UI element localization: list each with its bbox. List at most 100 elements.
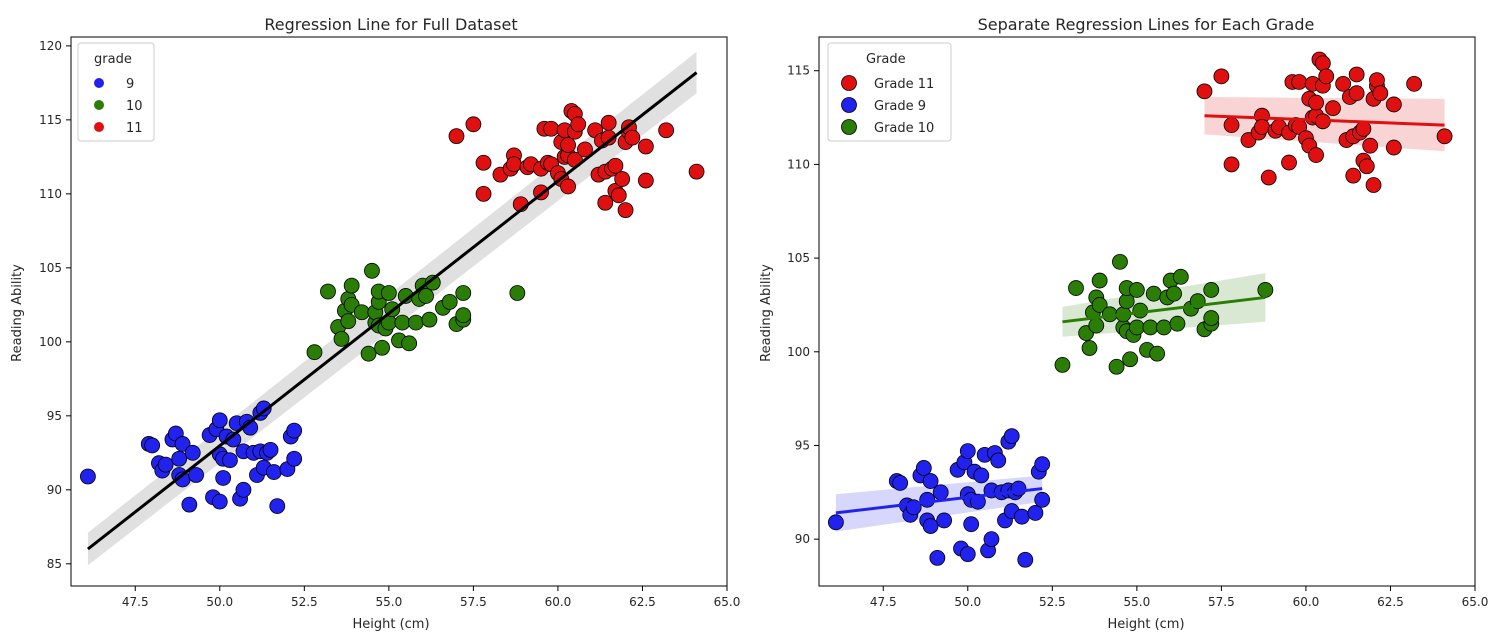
- x-tick-label: 47.5: [122, 595, 149, 609]
- point-grade-11: [1348, 85, 1365, 102]
- point-grade-9: [932, 484, 949, 501]
- point-grade-10: [1142, 319, 1159, 336]
- point-grade-10: [1068, 280, 1084, 296]
- x-tick-label: 55.0: [1123, 595, 1150, 609]
- point-grade-10: [1166, 285, 1182, 302]
- y-tick-label: 110: [39, 187, 62, 201]
- point-grade-11: [1385, 96, 1402, 113]
- point-grade-10: [1091, 272, 1108, 289]
- point-grade-9: [157, 456, 174, 473]
- point-grade-9: [892, 475, 909, 491]
- point-grade-10: [418, 288, 434, 304]
- point-grade-10: [1112, 253, 1128, 270]
- y-tick-label: 85: [47, 557, 62, 571]
- point-grade-9: [171, 450, 188, 467]
- x-tick-label: 65.0: [714, 595, 741, 609]
- point-grade-10: [364, 262, 380, 279]
- point-grade-10: [1169, 315, 1186, 332]
- series-grade-9: [828, 428, 1051, 568]
- point-grade-11: [610, 187, 627, 204]
- point-grade-11: [1260, 169, 1277, 186]
- point-grade-9: [983, 531, 1000, 548]
- legend-marker-grade-9: [841, 97, 857, 113]
- point-grade-11: [1335, 75, 1352, 92]
- point-grade-10: [408, 314, 424, 331]
- point-grade-10: [340, 313, 357, 330]
- y-tick-label: 110: [787, 157, 810, 171]
- point-grade-10: [374, 339, 390, 356]
- y-tick-label: 115: [787, 64, 810, 78]
- point-grade-11: [1348, 66, 1365, 83]
- x-tick-label: 47.5: [870, 595, 897, 609]
- point-grade-9: [211, 412, 228, 429]
- right-y-axis-label: Reading Ability: [759, 264, 774, 362]
- point-grade-9: [936, 512, 953, 529]
- legend-label-9: 9: [126, 77, 134, 92]
- legend-marker-11: [94, 122, 104, 132]
- x-tick-label: 62.5: [629, 595, 656, 609]
- x-tick-label: 57.5: [1208, 595, 1235, 609]
- series-grade-11: [1196, 51, 1453, 193]
- y-tick-label: 115: [39, 113, 62, 127]
- point-grade-10: [380, 285, 397, 301]
- point-grade-11: [506, 156, 522, 173]
- point-grade-9: [265, 464, 282, 480]
- point-grade-11: [688, 163, 705, 180]
- point-grade-11: [475, 154, 492, 171]
- point-grade-11: [1345, 167, 1362, 184]
- x-tick-label: 65.0: [1462, 595, 1489, 609]
- point-grade-9: [222, 452, 238, 469]
- point-grade-10: [1156, 319, 1172, 336]
- point-grade-9: [1010, 480, 1027, 497]
- right-legend: Grade Grade 11 Grade 9 Grade 10: [827, 42, 952, 142]
- point-grade-10: [1091, 297, 1108, 313]
- left-chart-title: Regression Line for Full Dataset: [264, 15, 517, 34]
- point-grade-11: [1385, 139, 1402, 156]
- point-grade-11: [543, 120, 560, 137]
- left-x-ticks: 47.5 50.0 52.5 55.0 57.5 60.0 62.5 65.0: [122, 586, 740, 609]
- x-tick-label: 52.5: [291, 595, 318, 609]
- point-grade-9: [1013, 508, 1030, 525]
- left-legend-box: [77, 42, 155, 142]
- point-grade-9: [1003, 428, 1020, 445]
- point-grade-11: [475, 185, 492, 202]
- legend-marker-grade-11: [841, 75, 857, 91]
- y-tick-label: 90: [47, 483, 62, 497]
- legend-label-grade-11: Grade 11: [874, 77, 934, 92]
- point-grade-11: [1362, 137, 1379, 154]
- full-dataset-regression-line: [86, 71, 698, 551]
- point-grade-11: [1254, 119, 1270, 135]
- point-grade-9: [235, 481, 252, 498]
- y-tick-label: 95: [795, 438, 810, 452]
- point-grade-11: [1308, 94, 1324, 111]
- point-grade-10: [343, 277, 360, 294]
- point-grade-9: [80, 468, 96, 485]
- point-grade-9: [181, 496, 198, 513]
- point-grade-9: [188, 467, 205, 483]
- series-grade-11: [448, 103, 705, 219]
- left-x-axis-label: Height (cm): [352, 617, 429, 632]
- point-grade-11: [1308, 147, 1324, 163]
- point-grade-9: [211, 493, 228, 510]
- point-grade-10: [1149, 345, 1166, 362]
- plot-frame: [818, 36, 1476, 587]
- point-grade-11: [577, 141, 593, 158]
- legend-label-11: 11: [126, 121, 143, 136]
- point-grade-11: [1369, 72, 1385, 88]
- point-grade-11: [617, 202, 634, 219]
- point-grade-10: [360, 345, 377, 362]
- point-grade-9: [269, 498, 286, 514]
- right-plot-area: [818, 36, 1476, 587]
- point-grade-11: [560, 178, 576, 195]
- point-grade-11: [1314, 55, 1331, 72]
- point-grade-10: [394, 314, 411, 331]
- point-grade-11: [1372, 85, 1389, 102]
- y-tick-label: 100: [39, 335, 62, 349]
- x-tick-label: 52.5: [1039, 595, 1066, 609]
- point-grade-9: [919, 491, 936, 508]
- grade-9-fit-regression-line: [835, 487, 1043, 515]
- right-y-ticks: 90 95 100 105 110 115: [787, 64, 819, 546]
- point-grade-9: [929, 549, 946, 566]
- point-grade-11: [465, 116, 482, 133]
- point-grade-9: [922, 473, 939, 489]
